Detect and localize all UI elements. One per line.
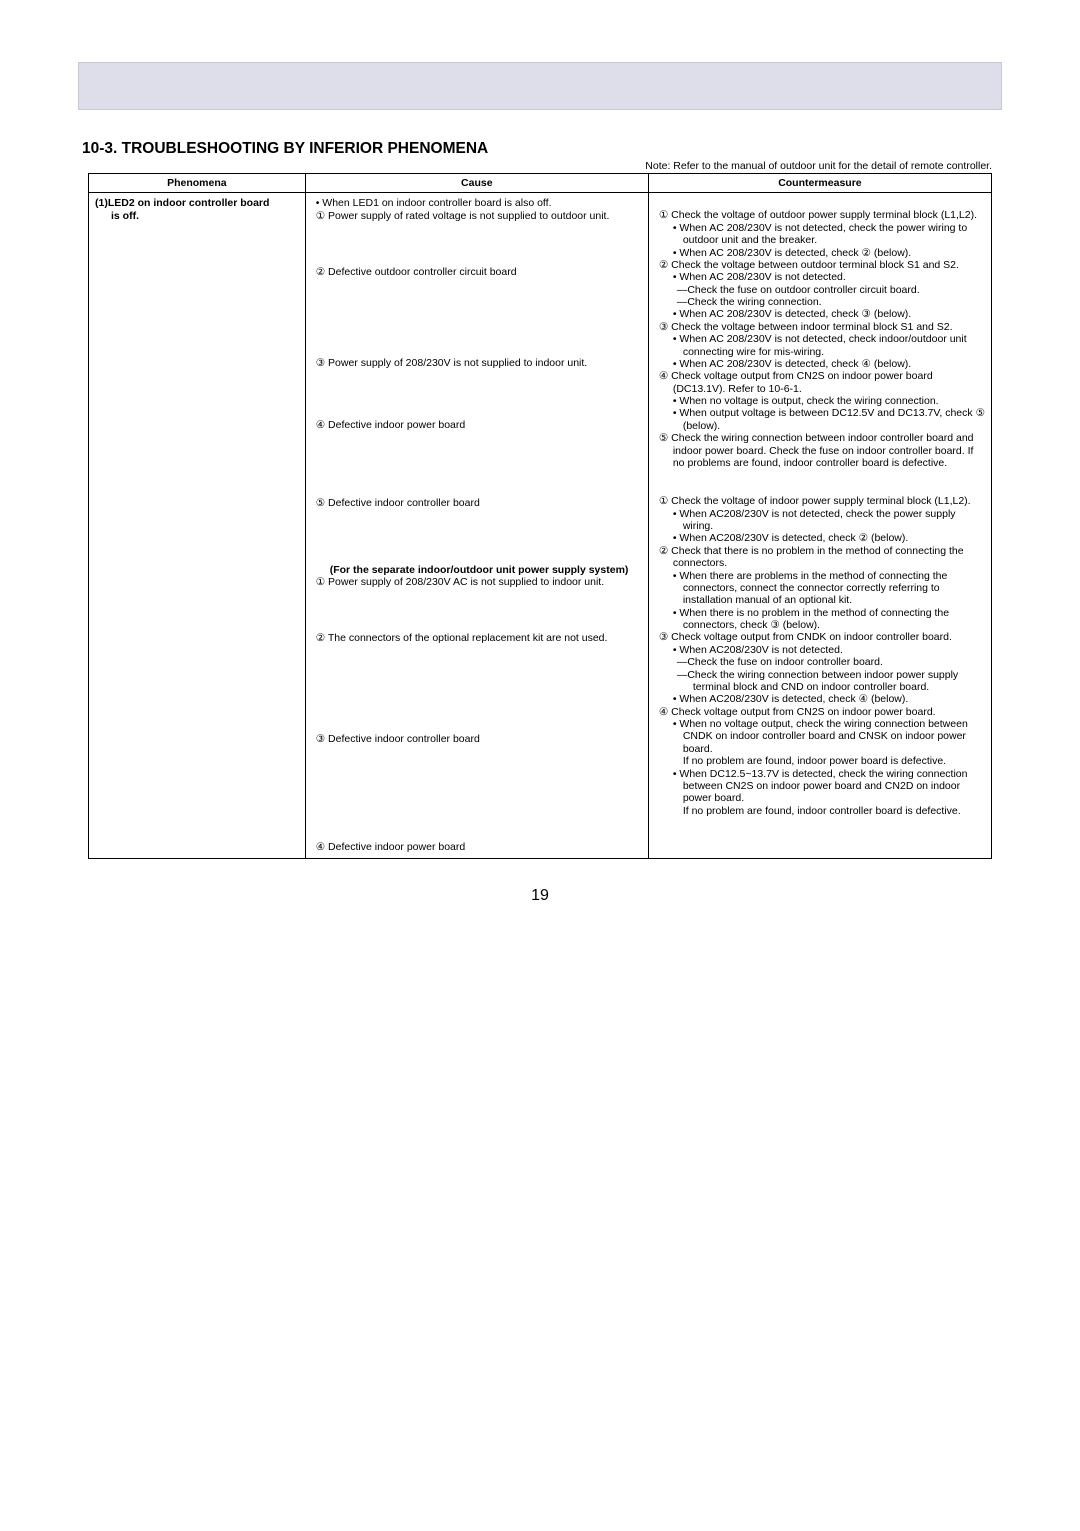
cause-item: ② The connectors of the optional replace… bbox=[316, 632, 642, 644]
spacer bbox=[316, 745, 642, 841]
table-row: (1)LED2 on indoor controller board is of… bbox=[89, 193, 992, 858]
page-number: 19 bbox=[88, 887, 992, 905]
cell-phenomena: (1)LED2 on indoor controller board is of… bbox=[89, 193, 306, 858]
cause-item: ③ Defective indoor controller board bbox=[316, 733, 642, 745]
cm-item: ④ Check voltage output from CN2S on indo… bbox=[659, 370, 985, 395]
cm-sub-tail: If no problem are found, indoor controll… bbox=[659, 805, 985, 817]
spacer bbox=[659, 469, 985, 495]
cause-subheading: (For the separate indoor/outdoor unit po… bbox=[316, 564, 642, 576]
cell-cause: • When LED1 on indoor controller board i… bbox=[305, 193, 648, 858]
cause-item: ③ Power supply of 208/230V is not suppli… bbox=[316, 357, 642, 369]
spacer bbox=[316, 369, 642, 419]
cm-sub2: —Check the fuse on outdoor controller ci… bbox=[659, 284, 985, 296]
cm-sub: • When AC 208/230V is not detected. bbox=[659, 271, 985, 283]
cell-countermeasure: ① Check the voltage of outdoor power sup… bbox=[648, 193, 991, 858]
col-cause: Cause bbox=[305, 174, 648, 193]
cause-item: ① Power supply of rated voltage is not s… bbox=[316, 210, 642, 222]
col-countermeasure: Countermeasure bbox=[648, 174, 991, 193]
note-text: Note: Refer to the manual of outdoor uni… bbox=[88, 160, 992, 172]
cm-sub: • When AC208/230V is detected, check ② (… bbox=[659, 532, 985, 544]
cm-sub: • When no voltage is output, check the w… bbox=[659, 395, 985, 407]
cause-item: ④ Defective indoor power board bbox=[316, 419, 642, 431]
cause-item: ② Defective outdoor controller circuit b… bbox=[316, 266, 642, 278]
page: 10-3. TROUBLESHOOTING BY INFERIOR PHENOM… bbox=[0, 0, 1080, 945]
cm-sub-tail: If no problem are found, indoor power bo… bbox=[659, 755, 985, 767]
spacer bbox=[316, 222, 642, 266]
cause-item: ④ Defective indoor power board bbox=[316, 841, 642, 853]
section-title: 10-3. TROUBLESHOOTING BY INFERIOR PHENOM… bbox=[82, 140, 992, 158]
cm-item: ① Check the voltage of indoor power supp… bbox=[659, 495, 985, 507]
cm-item: ② Check the voltage between outdoor term… bbox=[659, 259, 985, 271]
cm-sub: • When AC 208/230V is detected, check ② … bbox=[659, 247, 985, 259]
cm-sub: • When AC 208/230V is not detected, chec… bbox=[659, 333, 985, 358]
cm-sub: • When DC12.5~13.7V is detected, check t… bbox=[659, 768, 985, 805]
spacer bbox=[316, 510, 642, 564]
cm-item: ① Check the voltage of outdoor power sup… bbox=[659, 209, 985, 221]
spacer bbox=[316, 645, 642, 733]
cm-sub: • When AC208/230V is not detected, check… bbox=[659, 508, 985, 533]
cm-sub: • When there is no problem in the method… bbox=[659, 607, 985, 632]
cause-item: ① Power supply of 208/230V AC is not sup… bbox=[316, 576, 642, 588]
col-phenomena: Phenomena bbox=[89, 174, 306, 193]
cm-item: ④ Check voltage output from CN2S on indo… bbox=[659, 706, 985, 718]
cm-sub2: —Check the fuse on indoor controller boa… bbox=[659, 656, 985, 668]
cm-item: ⑤ Check the wiring connection between in… bbox=[659, 432, 985, 469]
cm-item: ② Check that there is no problem in the … bbox=[659, 545, 985, 570]
cm-sub2: —Check the wiring connection. bbox=[659, 296, 985, 308]
spacer bbox=[316, 588, 642, 632]
phenomena-line1: (1)LED2 on indoor controller board bbox=[95, 197, 299, 209]
content-area: 10-3. TROUBLESHOOTING BY INFERIOR PHENOM… bbox=[88, 140, 992, 905]
cm-sub: • When there are problems in the method … bbox=[659, 570, 985, 607]
cm-sub: • When AC208/230V is not detected. bbox=[659, 644, 985, 656]
table-header-row: Phenomena Cause Countermeasure bbox=[89, 174, 992, 193]
cm-sub: • When AC 208/230V is detected, check ③ … bbox=[659, 308, 985, 320]
spacer bbox=[659, 197, 985, 209]
cause-item: ⑤ Defective indoor controller board bbox=[316, 497, 642, 509]
cm-sub: • When output voltage is between DC12.5V… bbox=[659, 407, 985, 432]
spacer bbox=[316, 431, 642, 497]
cm-sub: • When AC 208/230V is not detected, chec… bbox=[659, 222, 985, 247]
header-bar bbox=[78, 62, 1002, 110]
cm-sub: • When AC 208/230V is detected, check ④ … bbox=[659, 358, 985, 370]
cm-item: ③ Check the voltage between indoor termi… bbox=[659, 321, 985, 333]
phenomena-line2: is off. bbox=[95, 210, 299, 222]
cause-intro: • When LED1 on indoor controller board i… bbox=[316, 197, 642, 209]
cm-sub: • When no voltage output, check the wiri… bbox=[659, 718, 985, 755]
cm-item: ③ Check voltage output from CNDK on indo… bbox=[659, 631, 985, 643]
troubleshooting-table: Phenomena Cause Countermeasure (1)LED2 o… bbox=[88, 173, 992, 859]
cm-sub: • When AC208/230V is detected, check ④ (… bbox=[659, 693, 985, 705]
spacer bbox=[316, 279, 642, 357]
cm-sub2: —Check the wiring connection between ind… bbox=[659, 669, 985, 694]
